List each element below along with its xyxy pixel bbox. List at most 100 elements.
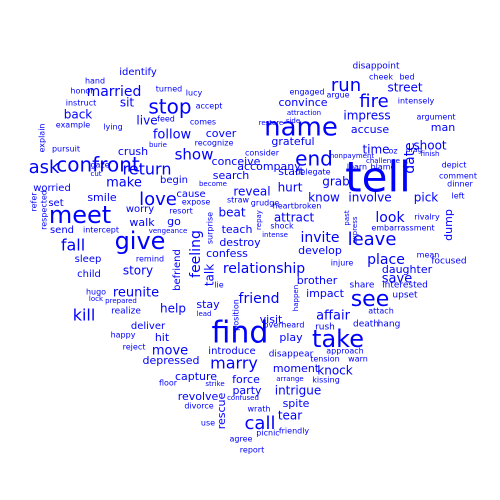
word-grateful: grateful	[271, 135, 314, 148]
word-happen: happen	[292, 285, 300, 311]
word-challenge: challenge	[366, 157, 400, 165]
word-reveal: reveal	[233, 185, 270, 199]
word-reunite: reunite	[113, 286, 159, 301]
word-start: start	[278, 165, 304, 178]
word-agree: agree	[230, 435, 253, 444]
word-friendly: friendly	[279, 427, 310, 436]
word-mean: mean	[417, 251, 440, 260]
word-search: search	[213, 169, 250, 182]
word-confess: confess	[206, 247, 248, 260]
word-hang: hang	[378, 320, 401, 330]
word-follow: follow	[153, 128, 192, 143]
word-rescue: rescue	[215, 392, 228, 429]
word-consider: consider	[245, 149, 280, 158]
word-approach: approach	[326, 347, 363, 356]
word-end: end	[295, 147, 333, 171]
word-warn: warn	[348, 355, 368, 364]
word-explain: explain	[38, 123, 47, 152]
word-give: give	[115, 227, 166, 255]
word-blame: blame	[371, 163, 396, 172]
word-know: know	[308, 191, 340, 205]
word-oz: oz	[388, 147, 397, 156]
word-report: report	[240, 446, 264, 455]
word-worry: worry	[126, 204, 154, 215]
word-friend: friend	[239, 291, 280, 307]
word-meet: meet	[49, 201, 111, 229]
word-capture: capture	[175, 370, 217, 383]
word-instruct: instruct	[66, 99, 97, 108]
word-accept: accept	[196, 102, 223, 111]
word-prepared: prepared	[105, 297, 137, 305]
word-dinner: dinner	[447, 180, 473, 189]
word-name: name	[264, 113, 338, 143]
word-express: express	[351, 216, 359, 243]
word-attract: attract	[274, 211, 315, 225]
word-stop: stop	[148, 95, 191, 119]
word-tear: tear	[278, 409, 302, 423]
word-comes: comes	[190, 118, 216, 127]
word-intensely: intensely	[398, 97, 435, 106]
word-find: find	[212, 316, 269, 351]
word-shock: shock	[270, 222, 294, 231]
word-force: force	[232, 373, 260, 386]
word-depressed: depressed	[143, 354, 200, 367]
word-kissing: kissing	[312, 376, 340, 385]
word-man: man	[431, 121, 455, 134]
word-time: time	[362, 143, 389, 157]
word-intense: intense	[262, 231, 288, 239]
word-gaze: gaze	[90, 161, 109, 170]
word-take: take	[312, 325, 364, 353]
word-leave: leave	[348, 229, 397, 250]
word-begin: begin	[160, 175, 188, 186]
word-hand: hand	[85, 77, 105, 86]
word-side: side	[286, 117, 300, 125]
word-focused: focused	[431, 257, 466, 267]
word-position: position	[232, 299, 241, 331]
word-develop: develop	[298, 244, 342, 257]
word-happy: happy	[111, 331, 136, 340]
word-brother: brother	[297, 274, 338, 287]
word-daughter: daughter	[382, 263, 433, 276]
word-vengeance: vengeance	[149, 227, 188, 235]
word-intrigue: intrigue	[275, 384, 322, 398]
word-introduce: introduce	[208, 346, 255, 357]
word-example: example	[56, 121, 91, 130]
word-floor: floor	[159, 379, 178, 388]
word-recognize: recognize	[195, 139, 234, 148]
word-disappoint: disappoint	[352, 62, 400, 72]
word-depict: depict	[442, 161, 467, 170]
word-date: date	[402, 142, 418, 174]
word-call: call	[245, 413, 276, 434]
word-destroy: destroy	[219, 236, 261, 249]
word-story: story	[123, 264, 153, 278]
word-strike: strike	[205, 380, 224, 388]
word-respected: respected	[40, 190, 49, 230]
word-upset: upset	[392, 291, 418, 301]
word-convince: convince	[278, 96, 327, 109]
word-bed: bed	[399, 73, 414, 82]
word-confront: confront	[56, 153, 140, 177]
word-argument: argument	[416, 113, 455, 122]
word-share: share	[350, 281, 375, 291]
word-smile: smile	[87, 191, 117, 204]
word-finish: finish	[421, 150, 440, 158]
word-tension: tension	[310, 355, 339, 364]
word-remind: remind	[136, 255, 164, 264]
word-overheard: overheard	[264, 321, 305, 330]
word-return: return	[123, 160, 172, 179]
word-grudge: grudge	[251, 199, 280, 208]
word-identify: identify	[119, 67, 157, 78]
word-drag: drag	[406, 146, 422, 154]
word-lock: lock	[89, 295, 104, 303]
word-hit: hit	[155, 331, 170, 344]
word-heartbroken: heartbroken	[273, 202, 322, 211]
word-injure: injure	[331, 259, 354, 268]
word-feed: feed	[157, 115, 175, 124]
word-hurt: hurt	[278, 181, 303, 195]
word-intercept: intercept	[83, 226, 119, 235]
word-love: love	[139, 189, 177, 210]
word-restore: restore	[259, 119, 284, 127]
word-befriend: befriend	[172, 249, 183, 291]
word-place: place	[367, 252, 405, 268]
